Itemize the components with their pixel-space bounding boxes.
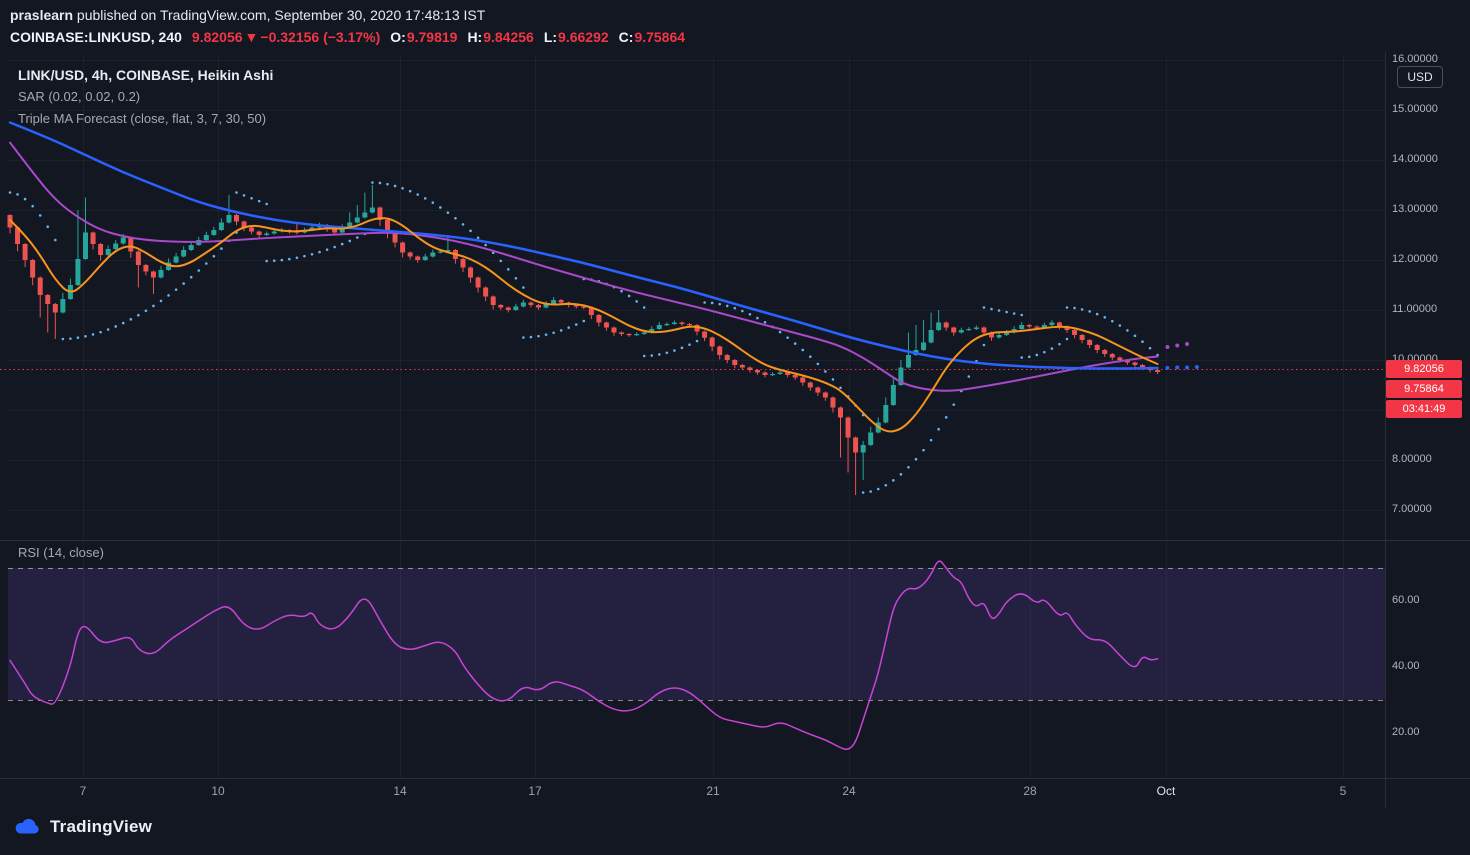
price-axis-label: 15.00000 bbox=[1392, 103, 1438, 115]
time-axis-label: 14 bbox=[393, 784, 407, 798]
time-axis-label: 28 bbox=[1023, 784, 1037, 798]
price-axis-label: 11.00000 bbox=[1392, 303, 1438, 315]
low-label: L: bbox=[543, 29, 558, 45]
publish-info: praslearn published on TradingView.com, … bbox=[10, 7, 485, 23]
rsi-axis-label: 60.00 bbox=[1392, 594, 1420, 606]
close-value: 9.75864 bbox=[634, 29, 686, 45]
price-axis-label: 16.00000 bbox=[1392, 53, 1438, 65]
high-label: H: bbox=[467, 29, 483, 45]
symbol-name: COINBASE:LINKUSD, 240 bbox=[10, 29, 182, 45]
price-axis-label: 13.00000 bbox=[1392, 203, 1438, 215]
price-axis-label: 7.00000 bbox=[1392, 503, 1432, 515]
publish-meta: published on TradingView.com, September … bbox=[73, 7, 486, 23]
time-axis-label: 10 bbox=[211, 784, 225, 798]
rsi-axis-label: 40.00 bbox=[1392, 660, 1420, 672]
brand-name: TradingView bbox=[50, 817, 153, 836]
time-axis-label: 21 bbox=[706, 784, 720, 798]
legend-rsi-indicator[interactable]: RSI (14, close) bbox=[18, 545, 104, 560]
chart-legend: LINK/USD, 4h, COINBASE, Heikin Ashi SAR … bbox=[18, 64, 273, 130]
time-axis-label: Oct bbox=[1156, 784, 1176, 798]
price-axis-label: 12.00000 bbox=[1392, 253, 1438, 265]
legend-tma-indicator[interactable]: Triple MA Forecast (close, flat, 3, 7, 3… bbox=[18, 111, 267, 126]
low-value: 9.66292 bbox=[558, 29, 609, 45]
down-arrow-icon: ▼ bbox=[244, 29, 259, 45]
cloud-icon bbox=[15, 818, 39, 834]
price-axis-label: 14.00000 bbox=[1392, 153, 1438, 165]
high-value: 9.84256 bbox=[483, 29, 534, 45]
price-badge: 9.82056 bbox=[1386, 359, 1462, 378]
currency-unit-button[interactable]: USD bbox=[1397, 66, 1443, 88]
price-change: −0.32156 (−3.17%) bbox=[260, 29, 381, 45]
publisher-name: praslearn bbox=[10, 7, 74, 23]
symbol-info-bar: COINBASE:LINKUSD, 240 9.82056 ▼ −0.32156 (−… bbox=[10, 29, 685, 45]
open-value: 9.79819 bbox=[406, 29, 458, 45]
time-axis-label: 7 bbox=[79, 784, 87, 798]
time-axis-label: 5 bbox=[1339, 784, 1347, 798]
close-label: C: bbox=[618, 29, 634, 45]
legend-sar-indicator[interactable]: SAR (0.02, 0.02, 0.2) bbox=[18, 89, 141, 104]
countdown-badge: 03:41:49 bbox=[1386, 399, 1462, 418]
current-price: 9.82056 bbox=[191, 29, 243, 45]
time-axis-label: 24 bbox=[842, 784, 856, 798]
price-axis-label: 8.00000 bbox=[1392, 453, 1432, 465]
price-badge: 9.75864 bbox=[1386, 379, 1462, 398]
tradingview-logo[interactable]: TradingView bbox=[12, 817, 152, 837]
legend-symbol[interactable]: LINK/USD, 4h, COINBASE, Heikin Ashi bbox=[18, 67, 274, 83]
time-axis-label: 17 bbox=[528, 784, 542, 798]
rsi-axis-label: 20.00 bbox=[1392, 726, 1420, 738]
open-label: O: bbox=[390, 29, 406, 45]
